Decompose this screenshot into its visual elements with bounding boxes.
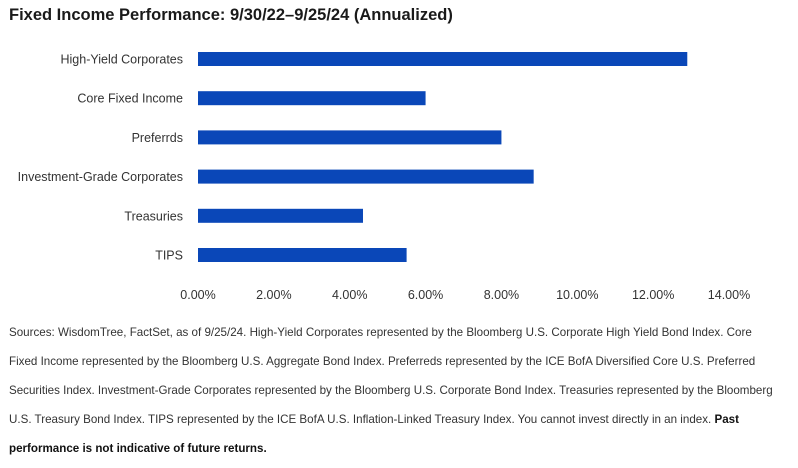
chart-title: Fixed Income Performance: 9/30/22–9/25/2… <box>9 6 453 24</box>
x-tick-label: 14.00% <box>708 288 750 302</box>
x-tick-label: 8.00% <box>484 288 519 302</box>
bar-investment-grade-corporates <box>198 169 534 184</box>
x-tick-label: 0.00% <box>180 288 215 302</box>
x-tick-label: 6.00% <box>408 288 443 302</box>
category-label-treasuries: Treasuries <box>124 209 183 223</box>
category-label-core-fixed-income: Core Fixed Income <box>77 92 183 106</box>
bar-core-fixed-income <box>198 91 426 106</box>
category-label-investment-grade-corporates: Investment-Grade Corporates <box>18 170 183 184</box>
bar-treasuries <box>198 208 363 223</box>
x-tick-label: 12.00% <box>632 288 674 302</box>
source-notes: Sources: WisdomTree, FactSet, as of 9/25… <box>9 318 779 463</box>
bar-chart: High-Yield Corporates Core Fixed Income Pr… <box>18 52 750 302</box>
x-tick-label: 10.00% <box>556 288 598 302</box>
bar-high-yield-corporates <box>198 52 688 66</box>
bar-preferrds <box>198 130 502 145</box>
category-label-high-yield-corporates: High-Yield Corporates <box>60 53 183 67</box>
disclaimer-bold: Past performance is not indicative of fu… <box>9 413 739 455</box>
bar-tips <box>198 248 407 262</box>
x-tick-label: 2.00% <box>256 288 291 302</box>
category-label-preferrds: Preferrds <box>132 131 183 145</box>
x-tick-label: 4.00% <box>332 288 367 302</box>
source-notes-text: Sources: WisdomTree, FactSet, as of 9/25… <box>9 326 773 426</box>
category-label-tips: TIPS <box>155 249 183 263</box>
